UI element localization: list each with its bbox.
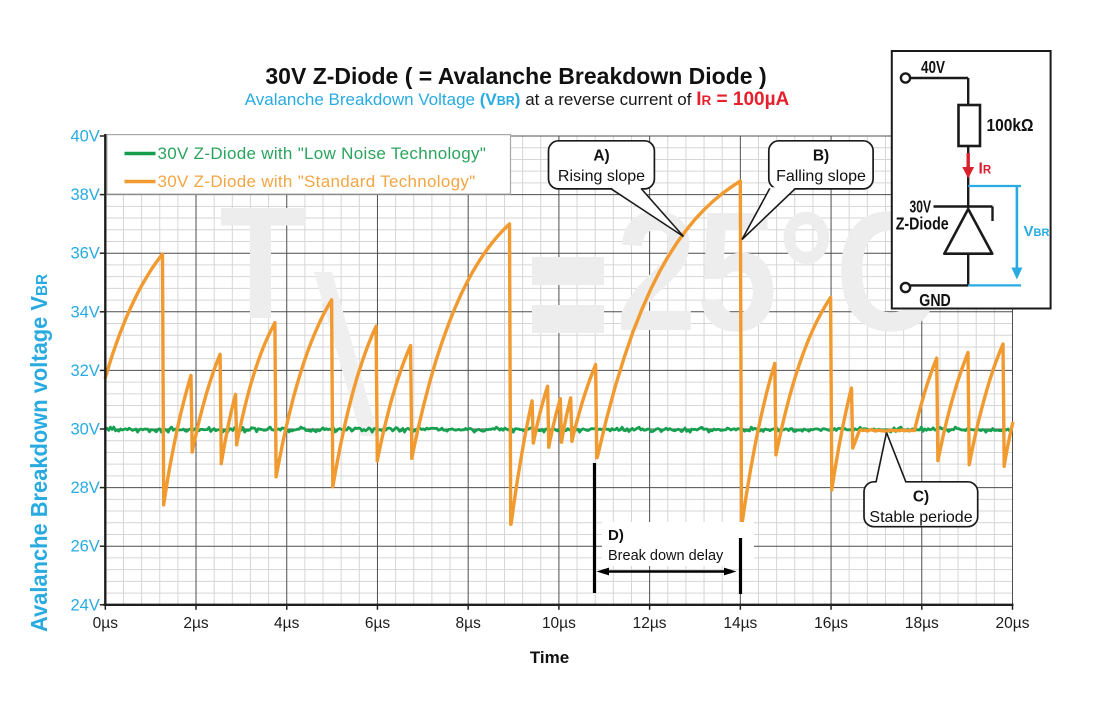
svg-text:D): D) [608, 527, 624, 544]
svg-text:VBR: VBR [1024, 223, 1050, 240]
svg-text:Z-Diode: Z-Diode [896, 214, 949, 234]
svg-text:30V: 30V [910, 197, 932, 217]
svg-text:Avalanche Breakdown Voltage (V: Avalanche Breakdown Voltage (VBR) at a r… [245, 89, 790, 110]
svg-text:Avalanche Breakdown voltage V: Avalanche Breakdown voltage VBR [26, 274, 52, 632]
svg-text:16µs: 16µs [814, 615, 848, 632]
svg-text:Stable periode: Stable periode [869, 509, 972, 526]
svg-text:2µs: 2µs [183, 615, 209, 632]
svg-text:B): B) [813, 147, 829, 164]
svg-text:40V: 40V [921, 57, 945, 77]
svg-text:A): A) [593, 147, 609, 164]
svg-text:0µs: 0µs [93, 615, 119, 632]
svg-text:12µs: 12µs [633, 615, 667, 632]
svg-text:18µs: 18µs [905, 615, 939, 632]
svg-text:26V: 26V [70, 538, 99, 556]
svg-text:100kΩ: 100kΩ [987, 115, 1034, 135]
svg-text:Break down delay: Break down delay [608, 548, 724, 564]
svg-text:30V Z-Diode with "Standard Tec: 30V Z-Diode with "Standard Technology" [158, 172, 476, 191]
svg-text:6µs: 6µs [365, 615, 391, 632]
svg-text:30V: 30V [70, 421, 99, 439]
svg-text:40V: 40V [70, 128, 99, 146]
svg-text:4µs: 4µs [274, 615, 300, 632]
svg-text:C): C) [913, 488, 929, 505]
svg-text:GND: GND [919, 290, 951, 310]
svg-text:38V: 38V [70, 186, 99, 204]
svg-text:IR: IR [979, 161, 992, 178]
svg-text:36V: 36V [70, 245, 99, 263]
svg-text:25°C: 25°C [616, 177, 940, 367]
svg-text:Rising slope: Rising slope [558, 168, 645, 185]
svg-text:20µs: 20µs [996, 615, 1030, 632]
svg-text:30V Z-Diode ( = Avalanche Brea: 30V Z-Diode ( = Avalanche Breakdown Diod… [265, 63, 766, 89]
svg-text:30V Z-Diode with "Low Noise Te: 30V Z-Diode with "Low Noise Technology" [158, 144, 487, 163]
svg-text:10µs: 10µs [542, 615, 576, 632]
svg-text:24V: 24V [70, 596, 99, 614]
svg-text:34V: 34V [70, 303, 99, 321]
svg-text:32V: 32V [70, 362, 99, 380]
svg-text:Time: Time [530, 648, 569, 667]
svg-text:Falling slope: Falling slope [776, 168, 866, 185]
svg-text:14µs: 14µs [723, 615, 757, 632]
svg-text:28V: 28V [70, 479, 99, 497]
svg-text:8µs: 8µs [456, 615, 482, 632]
